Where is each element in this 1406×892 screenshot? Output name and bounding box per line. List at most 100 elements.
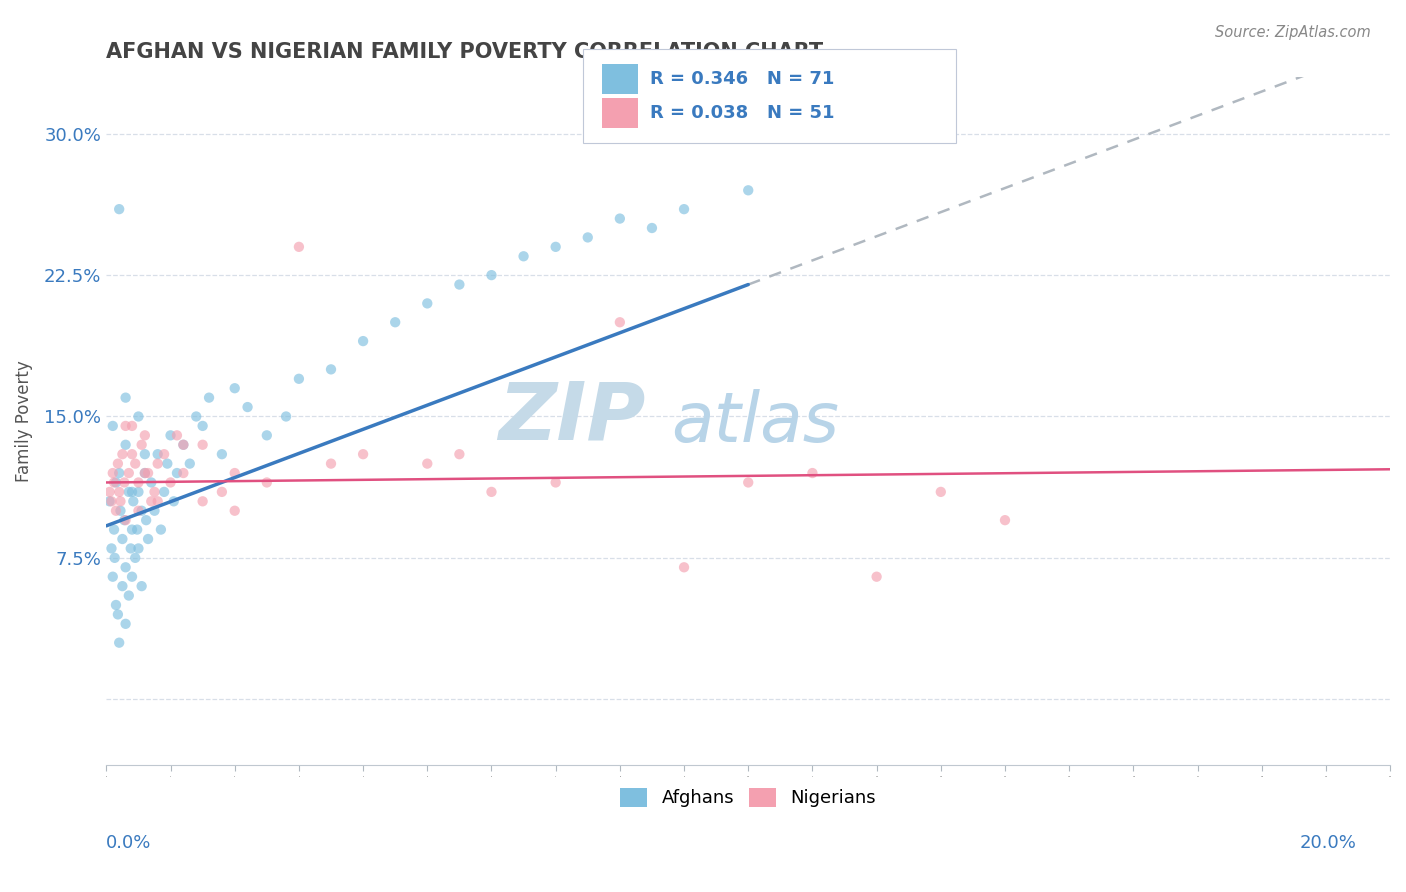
Point [166, 466, 188, 480]
Point [172, 438, 194, 452]
Point [108, 484, 131, 499]
Point [98, 484, 121, 499]
Point [256, 475, 278, 490]
Point [98, 494, 121, 508]
Point [124, 457, 146, 471]
Point [100, 541, 122, 556]
Text: 0.0%: 0.0% [105, 834, 150, 852]
Point [211, 447, 233, 461]
Point [101, 418, 124, 433]
Point [865, 570, 887, 584]
Text: Source: ZipAtlas.com: Source: ZipAtlas.com [1215, 25, 1371, 40]
Legend: Afghans, Nigerians: Afghans, Nigerians [613, 780, 883, 814]
Point [107, 607, 129, 622]
Point [146, 447, 169, 461]
Point [127, 484, 149, 499]
Point [576, 230, 599, 244]
Point [416, 457, 439, 471]
Point [186, 409, 208, 424]
Point [127, 475, 149, 490]
Point [118, 589, 141, 603]
Point [114, 418, 136, 433]
Point [108, 635, 131, 649]
Point [149, 523, 172, 537]
Point [136, 532, 159, 546]
Point [134, 447, 156, 461]
Point [103, 523, 125, 537]
Point [191, 438, 214, 452]
Point [319, 457, 342, 471]
Point [121, 523, 143, 537]
Point [163, 494, 186, 508]
Point [146, 494, 169, 508]
Text: AFGHAN VS NIGERIAN FAMILY POVERTY CORRELATION CHART: AFGHAN VS NIGERIAN FAMILY POVERTY CORREL… [107, 42, 824, 62]
Point [131, 438, 153, 452]
Point [673, 560, 696, 574]
Point [512, 249, 534, 263]
Point [134, 466, 156, 480]
Point [319, 362, 342, 376]
Point [131, 504, 153, 518]
Point [224, 381, 246, 395]
Point [131, 579, 153, 593]
Point [544, 475, 567, 490]
Text: R = 0.038   N = 51: R = 0.038 N = 51 [650, 103, 834, 121]
Text: 20.0%: 20.0% [1301, 834, 1357, 852]
Point [153, 484, 176, 499]
Point [121, 418, 143, 433]
Point [143, 504, 166, 518]
Point [120, 541, 142, 556]
Point [673, 202, 696, 216]
Point [191, 418, 214, 433]
Point [224, 466, 246, 480]
Point [108, 202, 131, 216]
Point [104, 550, 127, 565]
Point [104, 504, 127, 518]
Point [544, 240, 567, 254]
Point [114, 438, 136, 452]
Point [134, 428, 156, 442]
Point [127, 409, 149, 424]
Y-axis label: Family Poverty: Family Poverty [15, 360, 32, 482]
Point [994, 513, 1017, 527]
Point [103, 475, 125, 490]
Point [111, 579, 134, 593]
Point [112, 513, 135, 527]
Point [449, 277, 471, 292]
Point [481, 268, 503, 282]
Point [159, 475, 181, 490]
Text: R = 0.346   N = 71: R = 0.346 N = 71 [650, 70, 834, 87]
Point [384, 315, 406, 329]
Point [121, 447, 143, 461]
Point [107, 457, 129, 471]
Point [737, 183, 759, 197]
Point [288, 372, 311, 386]
Point [111, 532, 134, 546]
Text: ZIP: ZIP [498, 379, 645, 457]
Point [143, 484, 166, 499]
Point [416, 296, 439, 310]
Point [100, 494, 122, 508]
Point [134, 466, 156, 480]
Point [641, 221, 664, 235]
Point [172, 438, 194, 452]
Point [801, 466, 824, 480]
Point [449, 447, 471, 461]
Point [114, 513, 136, 527]
Point [224, 504, 246, 518]
Point [274, 409, 297, 424]
Point [127, 504, 149, 518]
Point [929, 484, 952, 499]
Point [141, 494, 163, 508]
Point [104, 475, 127, 490]
Point [110, 504, 132, 518]
Point [136, 466, 159, 480]
Point [114, 391, 136, 405]
Point [352, 334, 374, 348]
Point [110, 494, 132, 508]
Point [609, 211, 631, 226]
Point [352, 447, 374, 461]
Text: atlas: atlas [671, 389, 839, 456]
Point [118, 466, 141, 480]
Point [108, 466, 131, 480]
